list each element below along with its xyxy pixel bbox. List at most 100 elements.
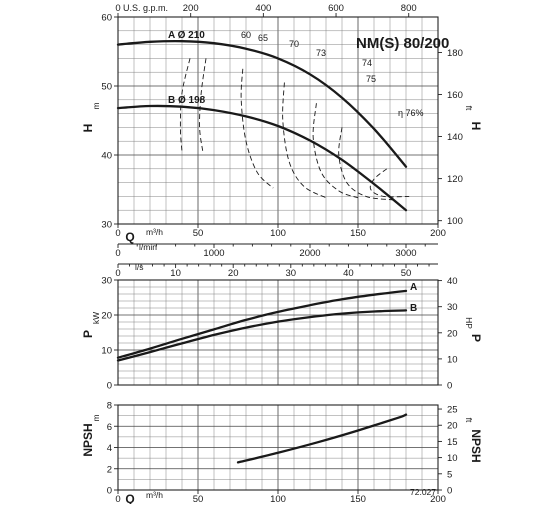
tick-label-h-ft: 120 [447,174,463,185]
tick-label-gpm: 400 [255,3,271,14]
tick-label-h-m: 40 [101,151,112,162]
tick-label-npsh-ft: 25 [447,405,458,416]
efficiency-label: 74 [362,58,372,68]
head-curve-label-a: A Ø 210 [168,30,205,41]
tick-label-npsh-q: 0 [115,494,120,504]
tick-label-q: 150 [350,228,366,239]
efficiency-curve [312,103,359,199]
tick-label-p-kw: 20 [101,311,112,322]
axis-unit-npsh-m: m [91,414,101,421]
axis-unit-npsh-q: m³/h [146,490,163,500]
tick-label-npsh-q: 50 [193,494,204,504]
tick-label-npsh-ft: 20 [447,421,458,432]
axis-unit-npsh-ft: ft [464,418,474,423]
axis-label-h-right: H [469,122,483,131]
efficiency-label: 75 [366,74,376,84]
power-grid [118,280,438,385]
axis-unit-p-kw: kW [91,312,101,324]
efficiency-curve [199,58,207,152]
tick-label-npsh-m: 2 [107,464,112,475]
tick-label-lmin: 3000 [395,248,416,259]
tick-label-gpm: 600 [328,3,344,14]
power-curve-b [116,309,408,362]
axis-label-h: H [81,124,95,133]
tick-label-npsh-ft: 10 [447,453,458,464]
axis-label-npsh: NPSH [81,423,95,456]
tick-label-ls: 0 [115,268,120,279]
tick-label-h-m: 60 [101,13,112,24]
tick-label-lmin: 2000 [299,248,320,259]
tick-label-h-ft: 100 [447,216,463,227]
axis-unit-h-ft: ft [464,106,474,111]
axis-label-npsh-q: Q [125,492,134,504]
tick-label-ls: 40 [343,268,354,279]
tick-label-p-hp: 10 [447,354,458,365]
tick-label-npsh-m: 8 [107,401,112,412]
axis-label-p: P [81,330,95,338]
efficiency-label: 65 [258,33,268,43]
tick-label-gpm: 0 [115,3,120,14]
efficiency-curve [369,168,410,198]
axis-label-p-right: P [469,334,483,342]
axis-unit-q: m³/h [146,227,163,237]
tick-label-q: 50 [193,228,204,239]
tick-label-gpm: 200 [183,3,199,14]
tick-label-lmin: 0 [115,248,120,259]
tick-label-p-hp: 20 [447,328,458,339]
tick-label-npsh-m: 0 [107,486,112,497]
tick-label-npsh-m: 6 [107,422,112,433]
tick-label-h-m: 50 [101,82,112,93]
tick-label-npsh-ft: 15 [447,437,458,448]
tick-label-p-kw: 30 [101,276,112,287]
axis-unit-p-hp: HP [464,317,474,329]
tick-label-ls: 30 [286,268,297,279]
tick-label-ls: 20 [228,268,239,279]
efficiency-label: 60 [241,30,251,40]
tick-label-npsh-q: 100 [270,494,286,504]
tick-label-h-m: 30 [101,220,112,231]
tick-label-lmin: 1000 [203,248,224,259]
npsh-curve [236,413,408,464]
efficiency-curve [282,82,327,199]
tick-label-h-ft: 180 [447,48,463,59]
tick-label-npsh-ft: 5 [447,469,452,480]
head-curve-b [116,104,408,212]
tick-label-p-hp: 30 [447,302,458,313]
tick-label-p-kw: 10 [101,346,112,357]
tick-label-npsh-m: 4 [107,443,112,454]
power-curve-a [116,289,408,359]
efficiency-label: η 76% [398,108,424,118]
npsh-grid [118,405,438,490]
axis-label-ls: l/s [135,262,144,272]
head-grid [118,17,438,224]
efficiency-curve [338,127,394,201]
power-curve-label-a: A [410,282,417,293]
tick-label-npsh-ft: 0 [447,486,452,497]
tick-label-p-kw: 0 [107,381,112,392]
tick-label-q: 200 [430,228,446,239]
efficiency-curve [240,68,274,189]
tick-label-h-ft: 140 [447,132,463,143]
tick-label-npsh-q: 150 [350,494,366,504]
tick-label-p-hp: 0 [447,381,452,392]
tick-label-ls: 50 [401,268,412,279]
axis-label-lmin: l/min [139,242,157,252]
axis-label-npsh-right: NPSH [469,429,483,462]
figure-code: 72.027 [410,487,436,497]
chart-title: NM(S) 80/200 [356,35,449,52]
tick-label-q: 0 [115,228,120,239]
efficiency-curve [179,58,191,152]
tick-label-npsh-q: 200 [430,494,446,504]
head-curve-label-b: B Ø 198 [168,95,206,106]
tick-label-p-hp: 40 [447,276,458,287]
efficiency-label: 70 [289,39,299,49]
tick-label-ls: 10 [170,268,181,279]
efficiency-label: 73 [316,48,326,58]
tick-label-h-ft: 160 [447,90,463,101]
power-curve-label-b: B [410,303,417,314]
tick-label-gpm: 800 [401,3,417,14]
axis-label-gpm: U.S. g.p.m. [123,3,168,13]
tick-label-q: 100 [270,228,286,239]
